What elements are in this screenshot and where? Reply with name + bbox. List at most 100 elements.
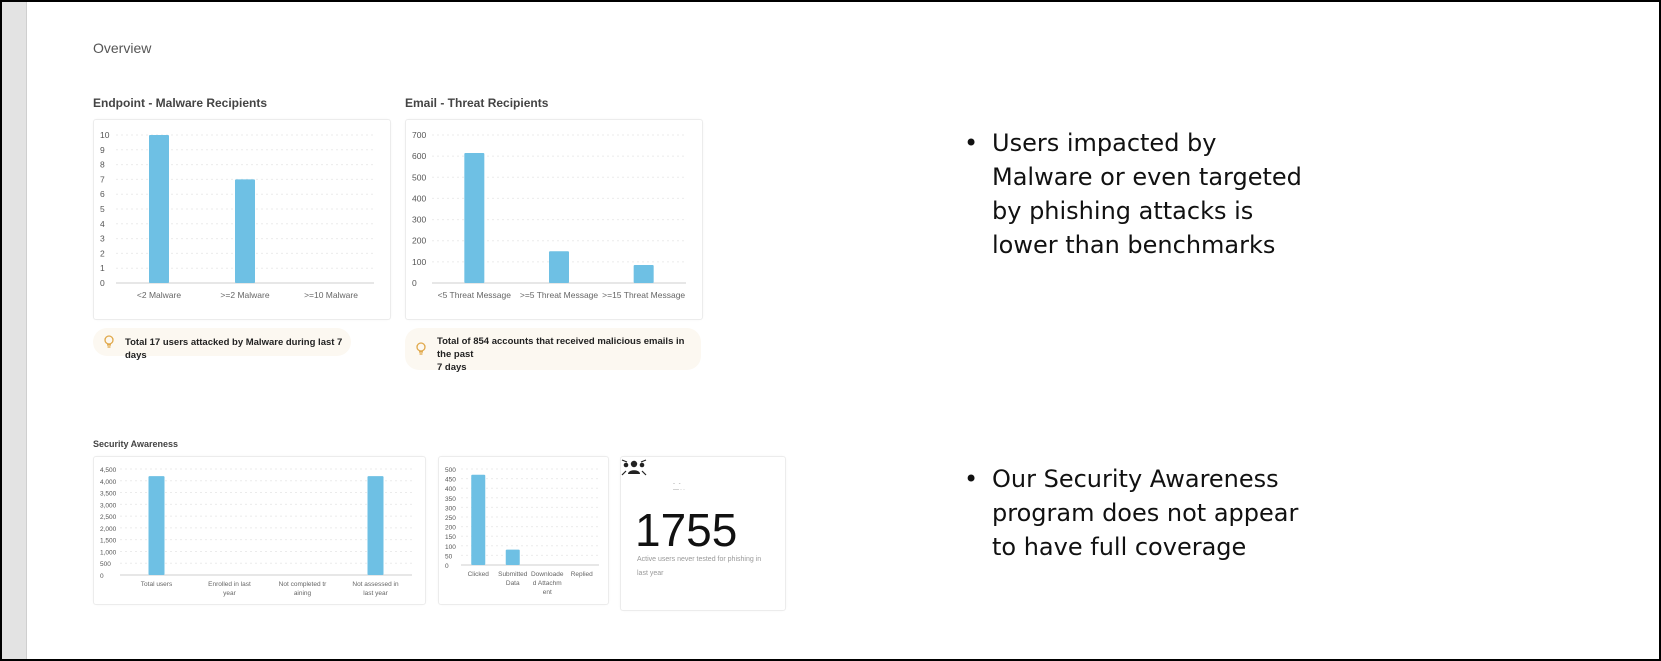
bar[interactable] <box>148 476 165 575</box>
bar[interactable] <box>367 476 384 575</box>
y-tick-label: 400 <box>445 486 456 493</box>
x-tick-label: year <box>223 590 236 597</box>
y-tick-label: 300 <box>445 505 456 512</box>
y-tick-label: 700 <box>412 130 426 140</box>
y-tick-label: 3,000 <box>100 502 117 509</box>
x-tick-label: >=15 Threat Message <box>602 290 685 300</box>
y-tick-label: 7 <box>100 174 105 184</box>
overview-title: Overview <box>93 40 152 56</box>
y-tick-label: 350 <box>445 496 456 503</box>
phishing-bar-chart: 0 50 100 150 200 250 300 350 400 450 500 Clicked Sub… <box>445 467 599 596</box>
y-tick-label: 250 <box>445 515 456 522</box>
y-tick-label: 0 <box>100 573 104 580</box>
y-tick-label: 1,500 <box>100 538 117 545</box>
x-tick-label: d Attachm <box>533 580 562 587</box>
y-tick-label: 1,000 <box>100 549 117 556</box>
users-icon <box>621 459 647 476</box>
kpi-caption-line-1: Active users never tested for phishing i… <box>637 556 762 563</box>
bar[interactable] <box>235 179 255 283</box>
y-tick-label: 5 <box>100 204 105 214</box>
email-tip-line-2: 7 days <box>437 362 467 373</box>
y-tick-label: 2,000 <box>100 526 117 533</box>
y-tick-label: 9 <box>100 145 105 155</box>
bullet-coverage-line-2: program does not appear <box>992 499 1299 527</box>
x-tick-label: <2 Malware <box>137 290 181 300</box>
x-tick-label: Not assessed in <box>352 581 399 588</box>
bar[interactable] <box>149 135 169 283</box>
y-tick-label: 3 <box>100 234 105 244</box>
y-tick-label: 600 <box>412 151 426 161</box>
y-tick-label: 2,500 <box>100 514 117 521</box>
y-tick-label: 4,000 <box>100 479 117 486</box>
y-tick-label: 100 <box>445 544 456 551</box>
y-tick-label: 1 <box>100 263 105 273</box>
email-tip: Total of 854 accounts that received mali… <box>405 328 701 373</box>
y-tick-label: 0 <box>100 278 105 288</box>
bullet-coverage-line-3: to have full coverage <box>992 533 1247 561</box>
y-tick-label: 3,500 <box>100 491 117 498</box>
left-gutter <box>2 2 27 659</box>
awareness-chart-card: 0 500 1,000 1,500 2,000 2,500 3,000 3,500 4,000 4… <box>93 456 426 605</box>
y-tick-label: 100 <box>412 257 426 267</box>
y-tick-label: 200 <box>445 525 456 532</box>
bullet-coverage: • Our Security Awareness program does no… <box>964 462 1299 564</box>
y-tick-label: 500 <box>100 561 111 568</box>
bullet-impact: • Users impacted by Malware or even targ… <box>964 126 1302 262</box>
x-tick-label: Not completed tr <box>279 581 328 588</box>
x-tick-label: Total users <box>141 581 173 588</box>
email-tip-text: Total of 854 accounts that received mali… <box>437 335 701 374</box>
y-tick-label: 4 <box>100 219 105 229</box>
lightbulb-icon <box>416 342 426 355</box>
bar[interactable] <box>633 265 654 283</box>
x-tick-label: >=10 Malware <box>304 290 358 300</box>
endpoint-section-title: Endpoint - Malware Recipients <box>93 96 268 110</box>
bar[interactable] <box>464 152 485 283</box>
y-tick-label: 10 <box>100 130 110 140</box>
bullet-impact-line-3: by phishing attacks is <box>992 197 1254 225</box>
lightbulb-icon <box>104 335 114 348</box>
y-tick-label: 4,500 <box>100 467 117 474</box>
kpi-card: - - —·· 1755 Active users never tested fo… <box>620 456 786 611</box>
x-tick-label: <5 Threat Message <box>438 290 512 300</box>
x-tick-label: >=2 Malware <box>220 290 269 300</box>
bar[interactable] <box>471 474 486 565</box>
x-tick-label: ent <box>543 589 552 596</box>
bar[interactable] <box>505 549 520 565</box>
x-tick-label: Downloade <box>531 571 564 578</box>
y-tick-label: 6 <box>100 189 105 199</box>
email-section-title: Email - Threat Recipients <box>405 96 549 110</box>
bullet-coverage-line-1: Our Security Awareness <box>992 465 1279 493</box>
x-tick-label: Data <box>506 580 520 587</box>
y-tick-label: 0 <box>445 563 449 570</box>
phishing-chart-card: 0 50 100 150 200 250 300 350 400 450 500 Clicked Sub… <box>438 456 609 605</box>
endpoint-tip: Total 17 users attacked by Malware durin… <box>93 328 351 361</box>
kpi-caption-line-2: last year <box>637 570 664 577</box>
y-tick-label: 2 <box>100 248 105 258</box>
y-tick-label: 150 <box>445 534 456 541</box>
awareness-bar-chart: 0 500 1,000 1,500 2,000 2,500 3,000 3,500 4,000 4… <box>100 467 412 597</box>
y-tick-label: 200 <box>412 236 426 246</box>
y-tick-label: 0 <box>412 278 417 288</box>
x-tick-label: last year <box>363 590 388 597</box>
x-tick-label: Replied <box>571 571 593 578</box>
x-tick-label: >=5 Threat Message <box>520 290 599 300</box>
bullet-impact-line-4: lower than benchmarks <box>992 231 1276 259</box>
malware-chart-card: 0 1 2 3 4 5 6 7 8 9 10 <2 Malware >=2 Malware >=10 Ma… <box>93 119 391 320</box>
y-tick-label: 8 <box>100 160 105 170</box>
malware-bar-chart: 0 1 2 3 4 5 6 7 8 9 10 <2 Malware >=2 Malware >=10 Ma… <box>100 130 374 300</box>
y-tick-label: 50 <box>445 553 453 560</box>
kpi-value: 1755 <box>635 504 738 556</box>
y-tick-label: 300 <box>412 215 426 225</box>
email-tip-line-1: Total of 854 accounts that received mali… <box>437 336 685 360</box>
security-awareness-title: Security Awareness <box>93 439 179 449</box>
x-tick-label: Clicked <box>468 571 490 578</box>
threat-bar-chart: 0 100 200 300 400 500 600 700 <5 Threat Message >… <box>412 130 686 300</box>
x-tick-label: Submitted <box>498 571 528 578</box>
y-tick-label: 500 <box>445 467 456 474</box>
x-tick-label: Enrolled in last <box>208 581 251 588</box>
bar[interactable] <box>549 251 569 283</box>
kpi-subtitle-mark: - - —·· <box>673 481 686 493</box>
threat-chart-card: 0 100 200 300 400 500 600 700 <5 Threat Message >… <box>405 119 703 320</box>
y-tick-label: 450 <box>445 477 456 484</box>
y-tick-label: 400 <box>412 193 426 203</box>
